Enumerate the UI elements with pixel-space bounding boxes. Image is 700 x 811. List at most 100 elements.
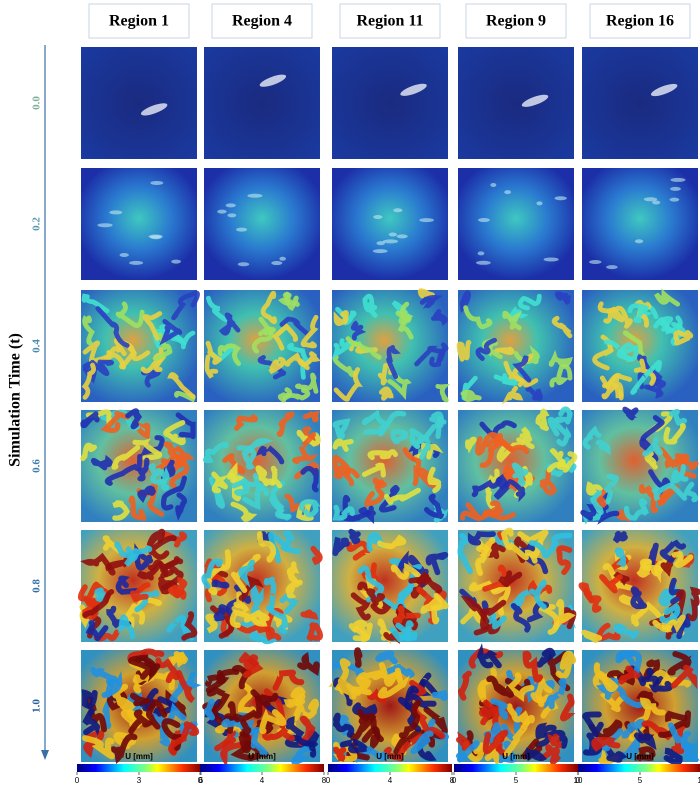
fold — [227, 213, 237, 218]
wrinkle — [511, 462, 529, 487]
row-label: 0.8 — [31, 579, 43, 593]
colorbar-tick-label: 5 — [638, 776, 643, 785]
wrinkle — [233, 695, 263, 723]
wrinkle — [379, 386, 394, 401]
wrinkle — [471, 477, 503, 498]
wrinkle — [268, 531, 289, 564]
panel-surface — [204, 47, 320, 159]
wrinkle — [350, 320, 367, 341]
wrinkle — [112, 683, 137, 712]
panel-surface — [458, 168, 574, 280]
wrinkle — [236, 445, 257, 470]
time-arrow — [41, 750, 49, 760]
wrinkle — [658, 584, 677, 607]
wrinkle — [201, 558, 223, 589]
wrinkle — [85, 620, 109, 642]
fold — [504, 190, 512, 195]
wrinkle — [332, 418, 351, 441]
fold — [150, 180, 164, 185]
panel-surface — [204, 168, 320, 280]
wrinkle — [419, 295, 443, 310]
simulation-panel — [203, 410, 321, 522]
wrinkle — [539, 468, 558, 496]
wrinkle — [218, 312, 241, 336]
wrinkle — [118, 614, 136, 640]
wrinkle — [81, 689, 98, 709]
wrinkle — [389, 620, 414, 643]
wrinkle — [204, 574, 228, 603]
wrinkle — [635, 746, 656, 762]
wrinkle — [529, 579, 547, 610]
wrinkle — [80, 442, 97, 462]
colorbar — [77, 764, 201, 772]
wrinkle — [498, 570, 523, 588]
wrinkle — [615, 649, 636, 666]
wrinkle — [333, 310, 349, 327]
wrinkle — [101, 670, 123, 699]
wrinkle — [636, 559, 652, 578]
wrinkle — [134, 543, 154, 571]
wrinkle — [142, 311, 163, 341]
wrinkle — [663, 423, 686, 445]
wrinkle — [100, 410, 131, 434]
wrinkle — [510, 603, 531, 633]
wrinkle — [590, 490, 604, 515]
wrinkle — [578, 582, 595, 604]
wrinkle — [429, 342, 449, 368]
simulation-panel — [582, 168, 698, 280]
wrinkle — [667, 722, 692, 749]
wrinkle — [490, 698, 509, 720]
wrinkle — [366, 588, 386, 606]
wrinkle — [547, 416, 572, 447]
simulation-panel — [458, 406, 578, 522]
wrinkle — [251, 326, 274, 354]
wrinkle — [642, 436, 664, 457]
wrinkle — [460, 389, 482, 403]
wrinkle — [242, 472, 263, 510]
simulation-panel — [201, 530, 324, 645]
wrinkle — [372, 477, 387, 489]
simulation-panel — [204, 290, 321, 403]
wrinkle — [90, 359, 114, 377]
colorbar-tick-label: 0 — [198, 776, 203, 785]
wrinkle — [517, 293, 542, 311]
wrinkle — [111, 444, 141, 470]
wrinkle — [352, 702, 378, 718]
wrinkle — [284, 352, 310, 371]
wrinkle — [647, 542, 659, 570]
wrinkle — [377, 667, 411, 699]
colorbar-tick-label: 0 — [326, 776, 331, 785]
wrinkle — [80, 552, 116, 576]
wrinkle — [294, 461, 320, 480]
wrinkle — [226, 462, 245, 483]
fold — [670, 186, 681, 191]
wrinkle — [300, 609, 319, 620]
wrinkle — [513, 345, 540, 365]
wrinkle — [402, 447, 422, 487]
wrinkle — [295, 372, 319, 394]
row-label: 0.2 — [31, 217, 43, 231]
wrinkle — [272, 323, 299, 351]
colorbar-tick-label: 10 — [574, 776, 583, 785]
fold — [536, 201, 543, 206]
wrinkle — [549, 364, 573, 388]
fold — [171, 259, 181, 264]
wrinkle — [643, 378, 667, 399]
wrinkle — [581, 629, 603, 643]
wrinkle — [375, 650, 398, 665]
wrinkle — [630, 586, 647, 610]
header-box — [589, 3, 691, 39]
wrinkle — [332, 454, 351, 480]
wrinkle — [251, 611, 270, 627]
wrinkle — [131, 590, 160, 613]
wrinkle — [297, 651, 320, 677]
fold — [634, 239, 644, 244]
wrinkle — [486, 612, 507, 630]
colorbar-tick-label: 8 — [322, 776, 327, 785]
wrinkle — [536, 647, 556, 668]
wrinkle — [80, 411, 100, 429]
wrinkle — [81, 362, 97, 400]
wrinkle — [128, 654, 153, 680]
wrinkle — [670, 664, 698, 690]
wrinkle — [206, 295, 230, 323]
